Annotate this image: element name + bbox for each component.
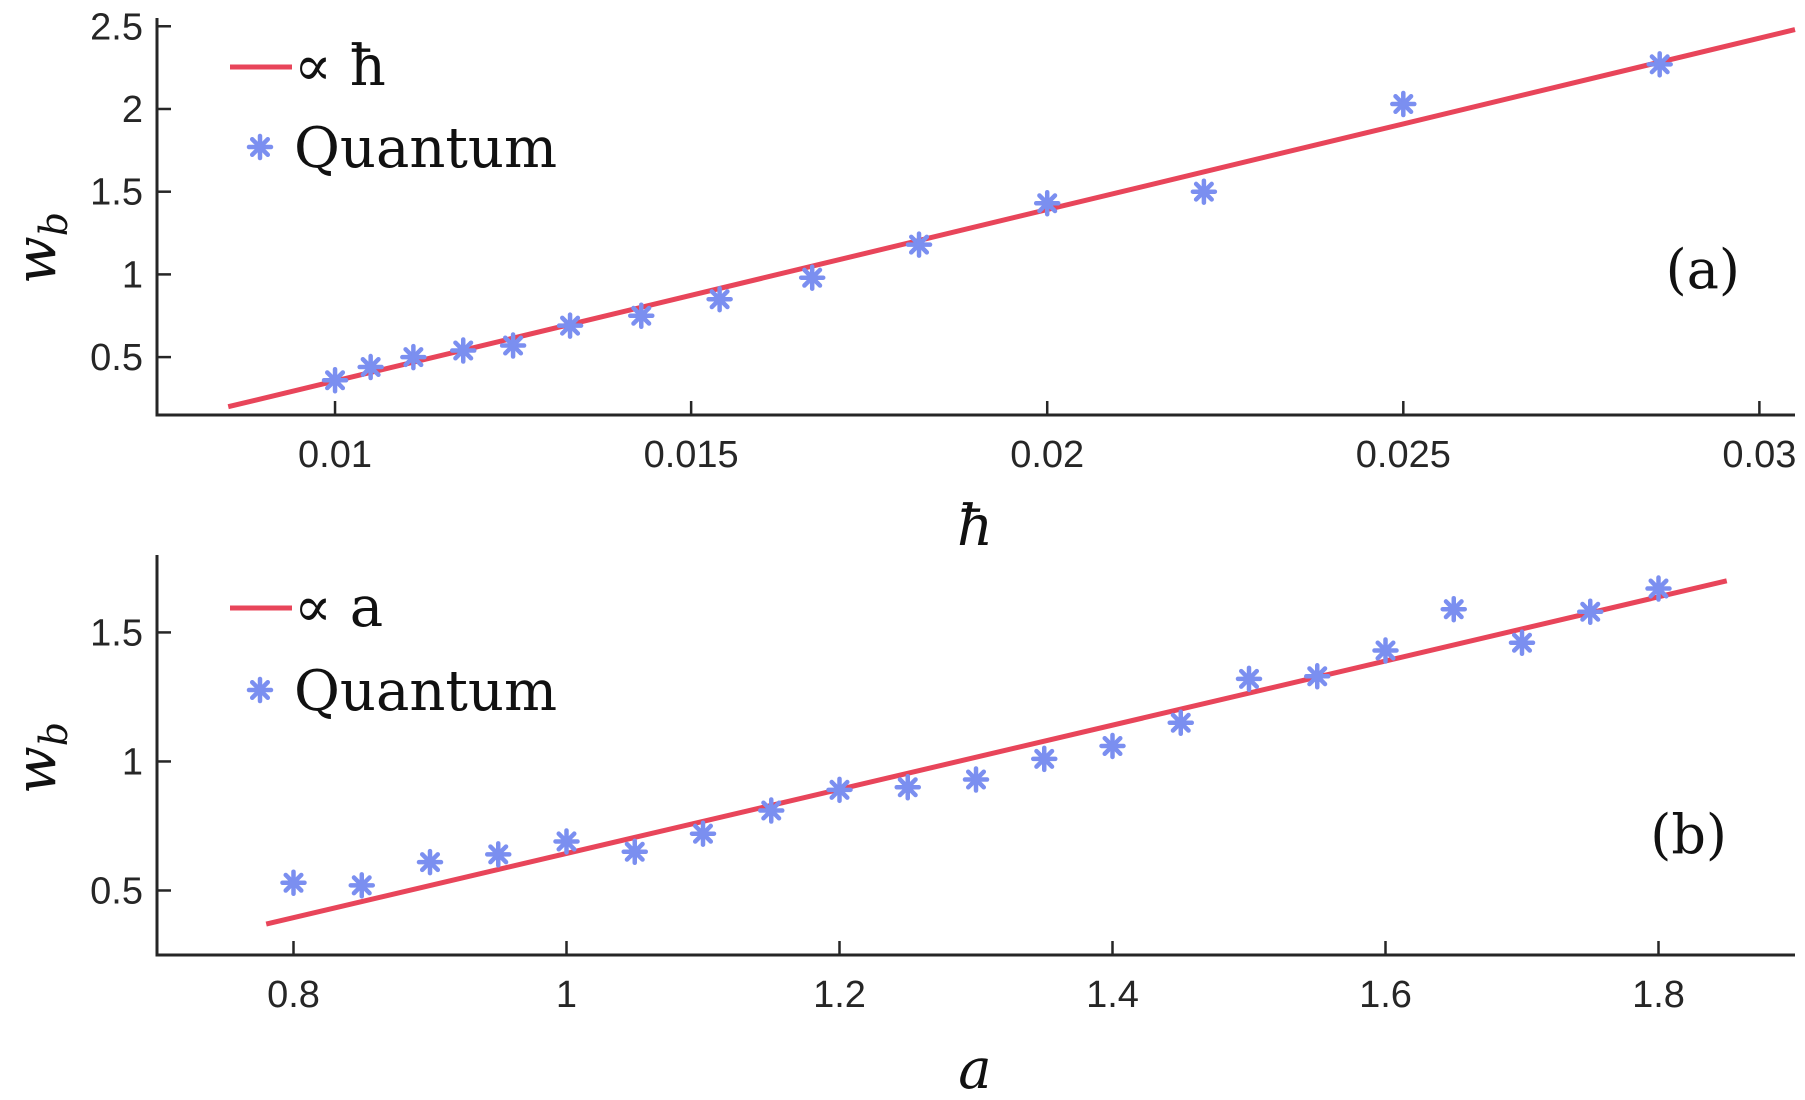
quantum-point <box>621 838 648 866</box>
x-axis-label-b: a <box>958 1037 991 1100</box>
quantum-point <box>321 367 349 394</box>
quantum-point <box>1033 190 1061 217</box>
x-tick-label: 1.8 <box>1632 974 1685 1016</box>
quantum-point <box>280 869 307 896</box>
quantum-point <box>348 872 375 899</box>
quantum-point <box>706 285 733 313</box>
quantum-point <box>499 332 527 359</box>
x-tick-label: 1.6 <box>1359 974 1412 1016</box>
quantum-point <box>1190 178 1218 205</box>
legend-label-quantum-b: Quantum <box>294 659 557 724</box>
y-tick-label: 0.5 <box>90 337 143 379</box>
legend-asterisk-icon <box>246 676 274 704</box>
legend-label-quantum-a: Quantum <box>294 116 557 181</box>
quantum-point <box>1577 598 1604 626</box>
quantum-point <box>553 828 580 855</box>
ticks-a: 0.01 0.015 0.02 0.025 0.03 0.5 1 1.5 2 2.5 <box>90 6 1796 476</box>
quantum-point <box>758 797 785 824</box>
quantum-point <box>826 776 853 804</box>
ticks-b: 0.8 1 1.2 1.4 1.6 1.8 0.5 1 1.5 <box>90 612 1685 1016</box>
panel-label-a: (a) <box>1666 238 1740 301</box>
x-tick-label: 0.02 <box>1010 434 1084 476</box>
quantum-point <box>416 848 444 876</box>
y-tick-label: 1.5 <box>90 612 143 654</box>
x-tick-label: 0.01 <box>298 434 372 476</box>
axes-a <box>155 18 1795 417</box>
quantum-point <box>449 337 477 364</box>
y-axis-label-b: wb <box>4 722 76 794</box>
quantum-point <box>357 353 384 381</box>
panel-a: 0.01 0.015 0.02 0.025 0.03 0.5 1 1.5 2 2.5 ħ wb (… <box>4 6 1796 559</box>
legend-marker-swatch-a <box>246 133 274 161</box>
quantum-point <box>1167 709 1194 736</box>
legend-label-fit-b: ∝ a <box>294 575 383 640</box>
quantum-point <box>628 302 655 329</box>
quantum-point <box>962 766 990 793</box>
panel-label-b: (b) <box>1650 803 1727 866</box>
quantum-point <box>1508 629 1536 656</box>
y-tick-label: 1 <box>122 254 143 296</box>
legend-label-fit-a: ∝ ħ <box>294 34 386 99</box>
x-tick-label: 1.2 <box>813 974 866 1016</box>
x-tick-label: 0.8 <box>267 974 320 1016</box>
quantum-point <box>1031 745 1058 773</box>
quantum-point <box>1304 663 1331 690</box>
x-axis-label-a: ħ <box>957 494 993 559</box>
quantum-point <box>1372 637 1399 664</box>
y-axis-label-a: wb <box>4 212 76 284</box>
quantum-point <box>1390 90 1417 118</box>
y-tick-label: 1 <box>122 741 143 783</box>
quantum-point <box>905 231 933 258</box>
legend-asterisk-icon <box>246 133 274 161</box>
quantum-point <box>1645 575 1672 602</box>
y-tick-label: 1.5 <box>90 172 143 214</box>
plot-area-a <box>227 27 1796 410</box>
quantum-point <box>798 264 826 291</box>
y-tick-label: 2.5 <box>90 6 143 48</box>
panel-b: 0.8 1 1.2 1.4 1.6 1.8 0.5 1 1.5 a wb (b) ∝ a Qua… <box>4 555 1795 1100</box>
x-tick-label: 0.025 <box>1356 434 1451 476</box>
quantum-point <box>485 841 512 868</box>
quantum-point <box>1440 595 1467 623</box>
quantum-point <box>1235 665 1263 693</box>
x-tick-label: 0.03 <box>1722 434 1796 476</box>
quantum-point <box>1646 51 1673 78</box>
y-tick-label: 0.5 <box>90 870 143 912</box>
fit-line <box>227 27 1796 410</box>
quantum-point <box>400 343 427 371</box>
fit-line <box>265 578 1728 927</box>
legend-a: ∝ ħ Quantum <box>230 34 557 181</box>
x-tick-label: 1 <box>556 974 577 1016</box>
x-tick-label: 0.015 <box>644 434 739 476</box>
legend-marker-swatch-b <box>246 676 274 704</box>
quantum-point <box>556 312 584 339</box>
plot-area-b <box>265 575 1728 927</box>
quantum-point <box>689 820 717 847</box>
y-tick-label: 2 <box>122 89 143 131</box>
x-tick-label: 1.4 <box>1086 974 1139 1016</box>
quantum-point <box>894 774 921 801</box>
legend-b: ∝ a Quantum <box>230 575 557 724</box>
quantum-point <box>1099 732 1126 760</box>
